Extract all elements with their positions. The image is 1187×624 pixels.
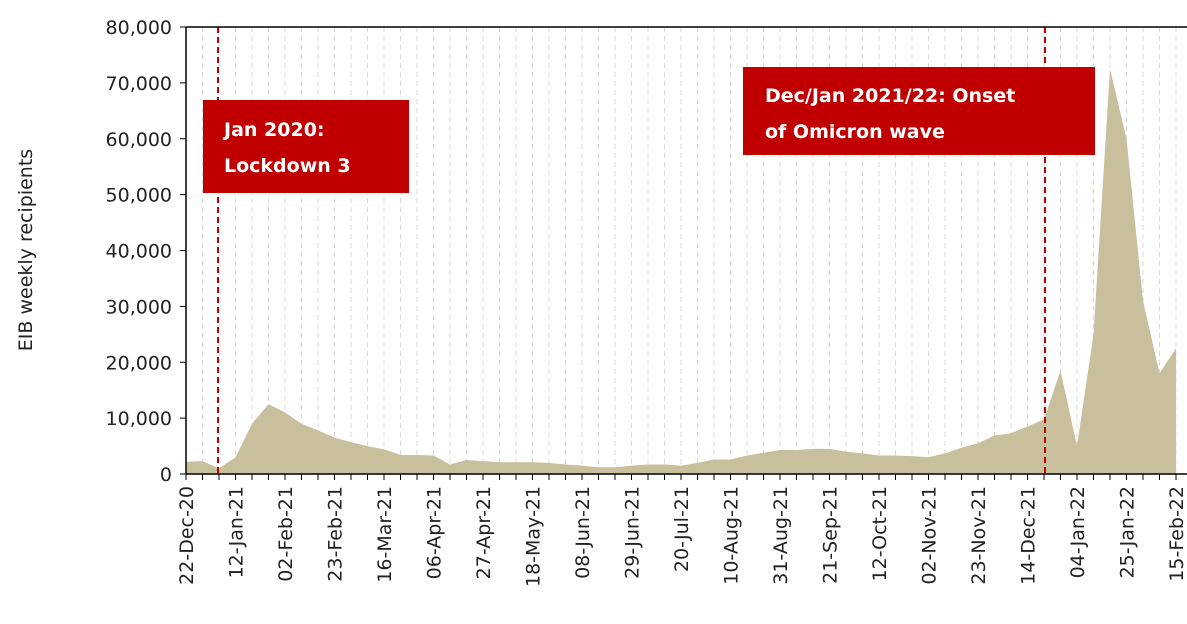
annotation-box — [203, 100, 409, 193]
x-tick-label: 27-Apr-21 — [473, 486, 495, 579]
x-tick-label: 02-Nov-21 — [919, 486, 941, 585]
y-tick-label: 0 — [160, 464, 172, 486]
area — [186, 68, 1176, 474]
x-tick-label: 04-Jan-22 — [1067, 486, 1089, 578]
y-tick-label: 80,000 — [106, 17, 172, 39]
x-tick-label: 14-Dec-21 — [1018, 486, 1040, 585]
x-tick-label: 25-Jan-22 — [1117, 486, 1139, 578]
x-tick-label: 08-Jun-21 — [572, 486, 594, 579]
annotation: of Omicron wave — [765, 121, 945, 143]
y-tick-label: 30,000 — [106, 296, 172, 318]
y-tick-label: 40,000 — [106, 241, 172, 263]
x-tick-label: 22-Dec-20 — [176, 486, 198, 585]
area-layer — [186, 68, 1176, 474]
x-tick-label: 23-Feb-21 — [325, 486, 347, 582]
x-tick-label: 06-Apr-21 — [424, 486, 446, 579]
annotation-box — [743, 67, 1095, 155]
x-tick-label: 23-Nov-21 — [968, 486, 990, 585]
x-tick-label: 02-Feb-21 — [275, 486, 297, 582]
annotation: Dec/Jan 2021/22: Onset — [765, 85, 1015, 107]
x-tick-label: 20-Jul-21 — [671, 486, 693, 572]
y-axis-label: EIB weekly recipients — [15, 149, 37, 351]
y-tick-label: 70,000 — [106, 73, 172, 95]
y-tick-label: 20,000 — [106, 352, 172, 374]
x-tick-label: 29-Jun-21 — [622, 486, 644, 579]
x-tick-label: 16-Mar-21 — [374, 486, 396, 583]
y-tick-label: 50,000 — [106, 185, 172, 207]
x-tick-label: 10-Aug-21 — [721, 486, 743, 585]
x-tick-label: 12-Jan-21 — [226, 486, 248, 578]
annotation: Lockdown 3 — [224, 155, 351, 177]
x-tick-label: 12-Oct-21 — [869, 486, 891, 581]
x-tick-label: 31-Aug-21 — [770, 486, 792, 585]
y-tick-label: 60,000 — [106, 129, 172, 151]
x-tick-label: 18-May-21 — [523, 486, 545, 587]
x-tick-label: 21-Sep-21 — [820, 486, 842, 584]
y-tick-label: 10,000 — [106, 408, 172, 430]
annotation: Jan 2020: — [222, 119, 325, 141]
x-tick-label: 15-Feb-22 — [1166, 486, 1187, 582]
